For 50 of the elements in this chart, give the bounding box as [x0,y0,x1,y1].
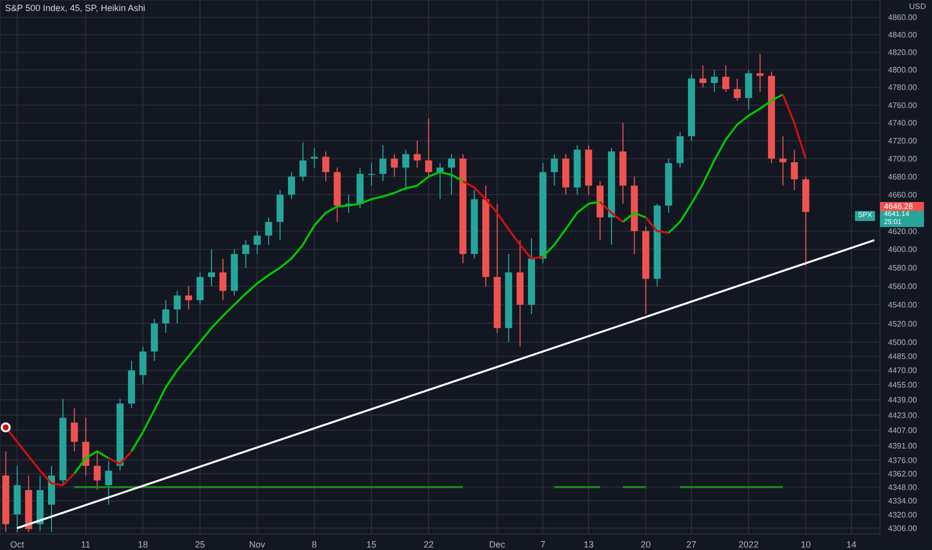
y-tick-label: 4820.00 [888,48,918,58]
chart-title: S&P 500 Index, 45, SP, Heikin Ashi [5,3,146,13]
y-tick-label: 4348.00 [888,482,918,492]
x-tick-label: Oct [10,539,25,550]
y-tick-label: 4320.00 [888,510,918,520]
y-tick-label: 4740.00 [888,118,918,128]
text: 4646.28 [880,202,924,211]
y-tick-label: 4455.00 [888,380,918,390]
y-tick-label: 4306.00 [888,524,918,533]
y-tick-label: 4540.00 [888,300,918,310]
y-tick-label: 4680.00 [888,172,918,182]
x-tick-label: 20 [640,539,651,550]
x-tick-label: 2022 [738,539,759,550]
y-tick-label: 4700.00 [888,154,918,164]
x-tick-label: 8 [312,539,317,550]
x-tick-label: 25 [194,539,206,550]
y-tick-label: 4600.00 [888,245,918,254]
y-tick-label: 4620.00 [888,226,918,236]
x-tick-label: Nov [249,539,266,550]
y-tick-label: 4520.00 [888,319,918,328]
text: USD [909,2,926,11]
y-tick-label: 4470.00 [888,366,918,376]
x-tick-label: 15 [366,539,376,550]
x-tick-label: 14 [846,539,856,550]
y-tick-label: 4560.00 [888,282,918,292]
y-tick-label: 4580.00 [888,264,918,273]
x-tick-label: 27 [686,539,696,550]
x-tick-label: Dec [489,539,506,550]
y-tick-label: 4760.00 [888,100,918,110]
y-tick-label: 4439.00 [888,396,918,405]
y-tick-label: 4376.00 [888,456,918,465]
y-tick-label: 4840.00 [888,30,918,40]
y-tick-label: 4391.00 [888,441,918,450]
y-tick-label: 4660.00 [888,190,918,200]
y-tick-label: 4407.00 [888,426,918,436]
y-tick-label: 4800.00 [888,66,918,75]
y-tick-label: 4780.00 [888,83,918,92]
y-tick-label: 4485.00 [888,352,918,362]
x-tick-label: 7 [540,539,546,550]
x-tick-label: 13 [584,539,594,550]
y-tick-label: 4362.00 [888,469,918,478]
y-tick-label: 4500.00 [888,338,918,347]
x-tick-label: 18 [138,539,148,550]
y-tick-label: 4720.00 [888,136,918,146]
y-tick-label: 4860.00 [888,13,918,22]
y-tick-label: 4423.00 [888,410,918,420]
y-tick-label: 4334.00 [888,496,918,506]
x-tick-label: 22 [424,539,434,550]
x-tick-label: 11 [81,539,90,550]
x-tick-label: 10 [800,539,811,550]
